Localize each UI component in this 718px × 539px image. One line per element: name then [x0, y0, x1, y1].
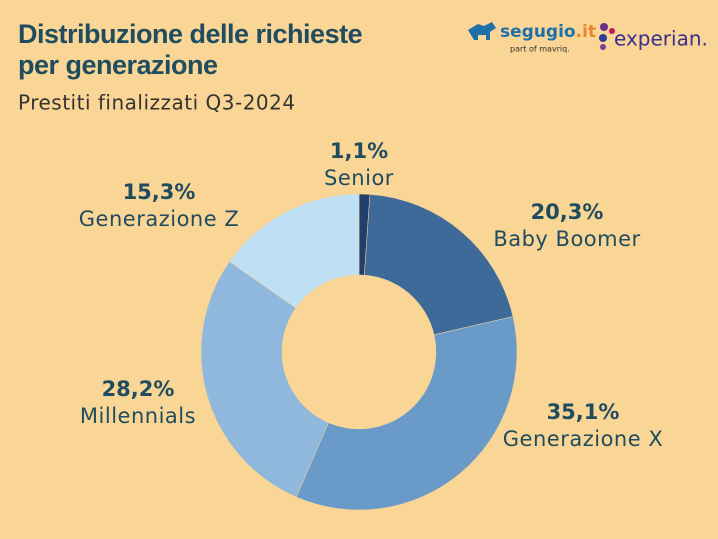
- donut-slice: [229, 193, 360, 309]
- donut-slice: [364, 194, 514, 336]
- logo-dot: [609, 28, 615, 34]
- data-label: 1,1%: [330, 139, 388, 163]
- logo-subtext: part of mavriq.: [510, 45, 570, 54]
- data-label: 28,2%: [102, 377, 175, 401]
- donut-slice: [295, 316, 518, 511]
- logo-experian: experian.: [599, 23, 708, 51]
- chart-title: Distribuzione delle richieste: [18, 19, 363, 49]
- logo-dot: [599, 34, 607, 42]
- logo-text: experian.: [614, 27, 708, 51]
- logo-dot: [600, 23, 608, 31]
- donut-slice: [200, 261, 329, 498]
- category-label: Millennials: [80, 404, 196, 428]
- logo-dot: [600, 44, 606, 50]
- data-label: 20,3%: [531, 200, 604, 224]
- category-label: Generazione X: [503, 427, 663, 451]
- category-label: Generazione Z: [79, 207, 239, 231]
- chart-title: per generazione: [18, 50, 218, 80]
- logo-segugio: segugio.it part of mavriq.: [468, 22, 596, 54]
- logo-text: segugio: [500, 22, 576, 42]
- category-label: Senior: [324, 166, 394, 190]
- data-label: 35,1%: [547, 400, 620, 424]
- category-label: Baby Boomer: [493, 227, 640, 251]
- logo-text: .it: [576, 22, 596, 42]
- chart-subtitle: Prestiti finalizzati Q3-2024: [18, 91, 296, 115]
- data-label: 15,3%: [123, 180, 196, 204]
- logo-text: segugio.it: [500, 22, 596, 42]
- logo-icon: [468, 22, 496, 40]
